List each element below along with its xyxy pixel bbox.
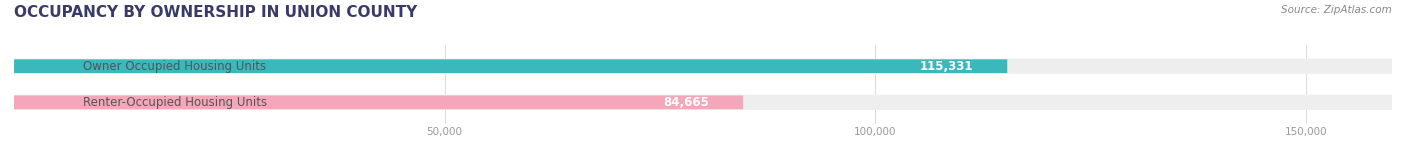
FancyBboxPatch shape: [14, 95, 1392, 110]
FancyBboxPatch shape: [14, 95, 744, 109]
FancyBboxPatch shape: [14, 59, 1007, 73]
Text: Renter-Occupied Housing Units: Renter-Occupied Housing Units: [83, 96, 267, 109]
FancyBboxPatch shape: [14, 59, 1392, 74]
Text: OCCUPANCY BY OWNERSHIP IN UNION COUNTY: OCCUPANCY BY OWNERSHIP IN UNION COUNTY: [14, 5, 418, 20]
Text: Source: ZipAtlas.com: Source: ZipAtlas.com: [1281, 5, 1392, 15]
Text: Owner Occupied Housing Units: Owner Occupied Housing Units: [83, 60, 266, 73]
Text: 84,665: 84,665: [662, 96, 709, 109]
Text: 115,331: 115,331: [920, 60, 973, 73]
